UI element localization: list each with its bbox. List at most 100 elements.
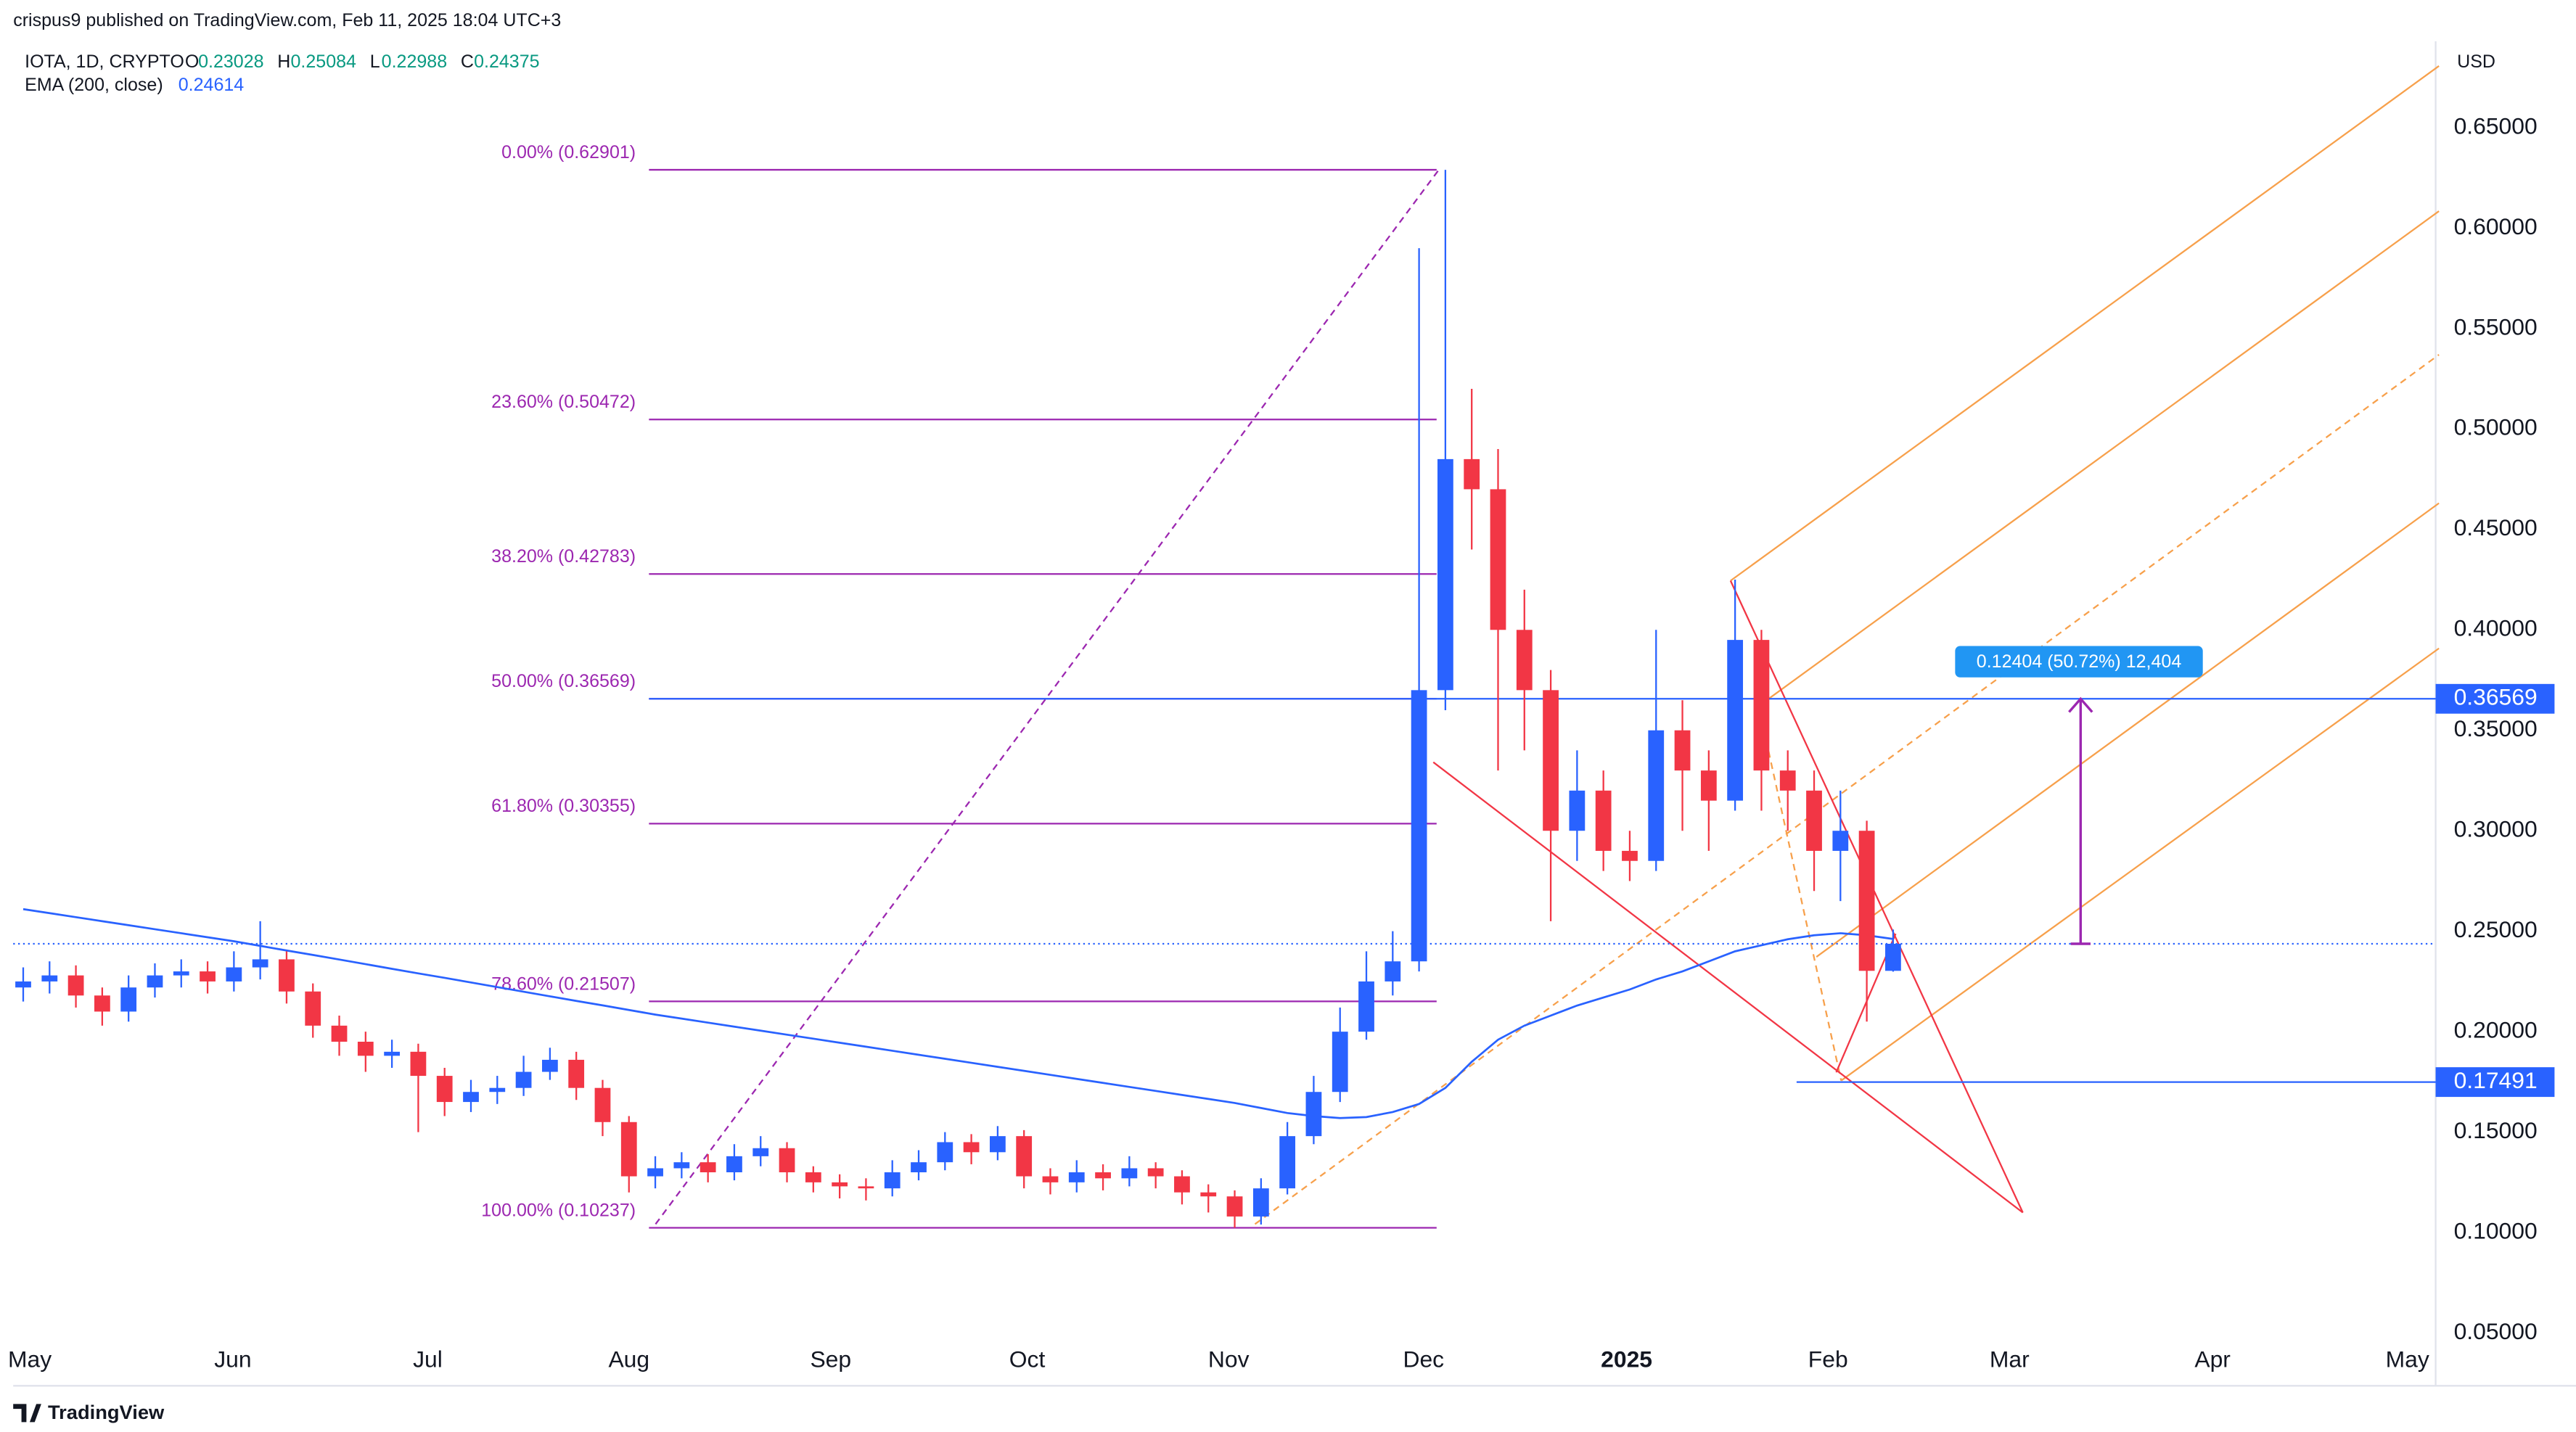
x-tick-label: Dec (1403, 1346, 1444, 1373)
candle-body (541, 1059, 558, 1072)
candle-body (752, 1148, 769, 1156)
x-tick-label: Nov (1208, 1346, 1250, 1373)
currency: USD (2457, 52, 2495, 72)
candle-body (1226, 1196, 1243, 1217)
y-tick-label: 0.25000 (2454, 916, 2538, 942)
candle-body (1121, 1168, 1138, 1179)
candle-body (357, 1041, 374, 1056)
ema-line (22, 908, 1894, 1119)
wedge-line (1432, 761, 2024, 1214)
x-tick-label: Aug (608, 1346, 649, 1373)
candle-body (463, 1092, 479, 1103)
candle-body (1464, 458, 1480, 490)
candle-body (94, 995, 110, 1012)
candle-body (568, 1059, 585, 1088)
candle-body (200, 971, 216, 982)
candle-body (436, 1076, 453, 1103)
pitchfork-line (1840, 647, 2440, 1082)
candle-body (1779, 770, 1796, 791)
ohlc-value: 0.23028 (198, 52, 263, 72)
x-tick-label: Apr (2194, 1346, 2231, 1373)
candle-body (1543, 690, 1559, 831)
price-box-label: 0.36569 (2454, 684, 2538, 710)
candle-body (1700, 770, 1717, 801)
x-tick-label: Feb (1808, 1346, 1848, 1373)
candle-body (1279, 1136, 1296, 1189)
candle-body (410, 1051, 427, 1077)
candle-body (990, 1136, 1006, 1153)
price-box (2435, 683, 2555, 714)
candle-body (279, 959, 295, 992)
brand-logo (13, 1404, 41, 1423)
ema-value: 0.24614 (179, 75, 245, 95)
candle-body (1727, 640, 1744, 801)
x-tick-label: 2025 (1601, 1346, 1652, 1373)
candle-body (1200, 1192, 1217, 1197)
ohlc-letter: H (277, 52, 290, 72)
y-tick-label: 0.10000 (2454, 1217, 2538, 1243)
candle-body (1042, 1176, 1059, 1182)
y-tick-label: 0.35000 (2454, 715, 2538, 741)
candle-body (594, 1087, 611, 1122)
x-tick-label: Mar (1990, 1346, 2030, 1373)
candle-body (1885, 943, 1901, 971)
candle-body (1516, 630, 1533, 691)
candle-body (384, 1051, 401, 1056)
ohlc-value: 0.24375 (474, 52, 539, 72)
ohlc-letter: L (370, 52, 380, 72)
candle-body (1068, 1172, 1085, 1182)
candle-body (1411, 690, 1427, 962)
fib-label: 50.00% (0.36569) (491, 671, 636, 691)
candle-body (1569, 790, 1586, 831)
candle-body (620, 1122, 637, 1177)
pitchfork-line (1816, 502, 2440, 958)
ema-legend: EMA (200, close) (25, 75, 163, 95)
y-tick-label: 0.20000 (2454, 1017, 2538, 1043)
candle-body (226, 967, 242, 982)
candle-body (1358, 981, 1374, 1032)
candle-body (41, 975, 58, 982)
candle-body (937, 1142, 953, 1163)
candle-body (884, 1172, 901, 1189)
candle-body (489, 1087, 506, 1092)
candle-body (67, 975, 84, 996)
candle-body (331, 1025, 348, 1042)
x-tick-label: Oct (1009, 1346, 1046, 1373)
candle-body (832, 1182, 848, 1187)
candle-body (673, 1162, 690, 1169)
x-tick-label: May (8, 1346, 52, 1373)
fib-label: 100.00% (0.10237) (481, 1200, 636, 1220)
candle-body (1174, 1176, 1190, 1193)
brand: TradingView (48, 1401, 165, 1423)
y-tick-label: 0.15000 (2454, 1117, 2538, 1143)
y-tick-label: 0.30000 (2454, 816, 2538, 842)
candle-body (1385, 961, 1401, 982)
measure-arrowhead (2068, 696, 2093, 713)
pitchfork-line (1730, 65, 2440, 582)
measure-label: 0.12404 (50.72%) 12,404 (1977, 651, 2182, 672)
candle-body (700, 1162, 716, 1173)
ohlc-letter: C (461, 52, 474, 72)
candle-body (1858, 831, 1875, 971)
candle-body (173, 971, 189, 976)
candle-body (726, 1156, 742, 1173)
x-tick-label: Jun (214, 1346, 251, 1373)
pitchfork-median (1254, 354, 2440, 1225)
ohlc-letter: O (185, 52, 199, 72)
measure-box (1955, 646, 2203, 678)
candle-body (120, 987, 137, 1012)
ohlc-value: 0.22988 (382, 52, 447, 72)
wedge-line (1729, 580, 2024, 1214)
candle-body (647, 1168, 663, 1177)
y-tick-label: 0.55000 (2454, 313, 2538, 340)
candle-body (1490, 489, 1506, 630)
pitchfork-handle (1757, 706, 1842, 1081)
candle-body (1832, 831, 1849, 851)
y-tick-label: 0.65000 (2454, 112, 2538, 139)
candle-body (305, 991, 321, 1026)
x-tick-label: May (2386, 1346, 2429, 1373)
candle-body (1305, 1092, 1322, 1137)
candle-body (1595, 790, 1612, 851)
candle-body (147, 975, 163, 988)
